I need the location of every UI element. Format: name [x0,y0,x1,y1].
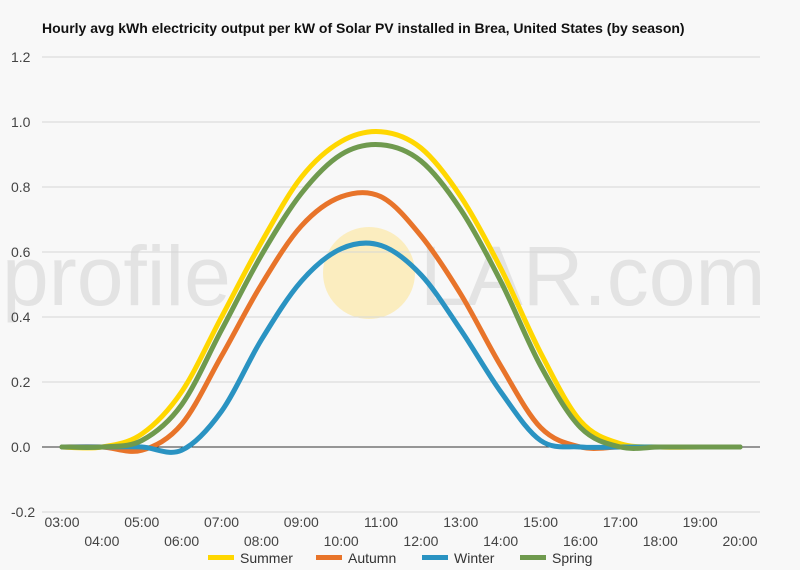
x-tick-label: 15:00 [523,514,558,530]
legend-swatch [520,555,546,560]
x-tick-label: 07:00 [204,514,239,530]
x-tick-label: 19:00 [683,514,718,530]
x-tick-label: 11:00 [364,514,398,530]
legend: Summer Autumn Winter Spring [208,550,592,566]
x-tick-label: 03:00 [44,514,79,530]
watermark: profile LAR.com [2,227,765,323]
y-tick-label: 1.0 [11,114,31,130]
chart-title: Hourly avg kWh electricity output per kW… [42,20,685,36]
watermark-text-left: profile [2,229,231,323]
x-tick-label: 06:00 [164,533,199,549]
y-tick-label: -0.2 [11,504,35,520]
series-line-summer [59,129,743,451]
legend-label: Winter [454,550,495,566]
legend-label: Autumn [348,550,396,566]
y-tick-label: 1.2 [11,49,31,65]
legend-swatch [208,555,234,560]
legend-swatch [422,555,448,560]
series-lines [59,129,743,455]
y-tick-label: 0.8 [11,179,31,195]
x-tick-label: 04:00 [84,533,119,549]
y-tick-label: 0.2 [11,374,31,390]
x-tick-label: 09:00 [284,514,319,530]
x-tick-label: 08:00 [244,533,279,549]
y-axis: -0.2 0.0 0.2 0.4 0.6 0.8 1.0 1.2 [11,49,35,520]
x-tick-label: 13:00 [443,514,478,530]
x-tick-label: 12:00 [403,533,438,549]
x-tick-label: 14:00 [483,533,518,549]
x-axis: 03:00 04:00 05:00 06:00 07:00 08:00 09:00 10:00… [44,514,757,549]
legend-swatch [316,555,342,560]
legend-label: Spring [552,550,592,566]
x-tick-label: 17:00 [603,514,638,530]
legend-item-autumn: Autumn [316,550,396,566]
legend-label: Summer [240,550,293,566]
legend-item-winter: Winter [422,550,495,566]
grid [42,56,760,513]
x-tick-label: 05:00 [124,514,159,530]
x-tick-label: 16:00 [563,533,598,549]
y-tick-label: 0.4 [11,309,31,325]
x-tick-label: 18:00 [643,533,678,549]
legend-item-summer: Summer [208,550,293,566]
watermark-text-right: LAR.com [420,229,765,323]
y-tick-label: 0.0 [11,439,31,455]
x-tick-label: 20:00 [722,533,757,549]
series-line-spring [59,142,743,451]
legend-item-spring: Spring [520,550,592,566]
x-tick-label: 10:00 [324,533,359,549]
y-tick-label: 0.6 [11,244,31,260]
